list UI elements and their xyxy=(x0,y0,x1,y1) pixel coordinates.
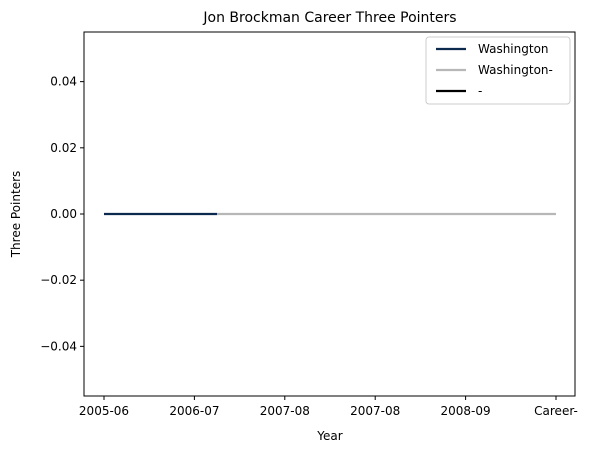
y-axis-ticks: 0.04 0.02 0.00 −0.02 −0.04 xyxy=(40,75,84,353)
y-tick-label: −0.04 xyxy=(40,339,77,353)
x-axis-label: Year xyxy=(316,429,342,443)
legend: Washington Washington- - xyxy=(425,36,571,105)
x-tick-label: 2008-09 xyxy=(441,404,491,418)
x-tick-label: 2006-07 xyxy=(169,404,219,418)
x-tick-label: Career- xyxy=(534,404,578,418)
x-tick-label: 2007-08 xyxy=(260,404,310,418)
legend-box xyxy=(425,36,571,105)
chart-title: Jon Brockman Career Three Pointers xyxy=(202,10,456,26)
y-tick-label: −0.02 xyxy=(40,273,77,287)
legend-label: - xyxy=(478,84,482,98)
legend-label: Washington xyxy=(478,42,549,56)
x-tick-label: 2005-06 xyxy=(79,404,129,418)
y-tick-label: 0.02 xyxy=(50,141,77,155)
x-axis-ticks: 2005-06 2006-07 2007-08 2007-08 2008-09 Caree… xyxy=(79,396,578,418)
y-tick-label: 0.04 xyxy=(50,75,77,89)
y-axis-label: Three Pointers xyxy=(9,171,23,259)
plot-frame xyxy=(83,31,576,397)
x-tick-label: 2007-08 xyxy=(350,404,400,418)
y-tick-label: 0.00 xyxy=(50,207,77,221)
legend-label: Washington- xyxy=(478,63,553,77)
